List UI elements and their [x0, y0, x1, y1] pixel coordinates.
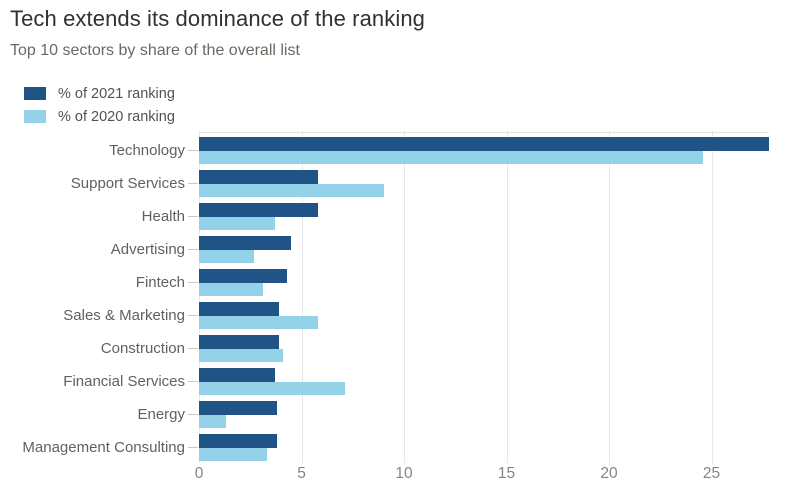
legend-item-2020: % of 2020 ranking: [24, 105, 175, 128]
gridline-x-25: [711, 131, 713, 463]
gridline-x-15: [506, 131, 508, 463]
x-tick-label: 20: [600, 465, 618, 482]
bar-2021: [199, 236, 292, 250]
category-tick: [188, 447, 198, 448]
bar-2021: [199, 137, 769, 151]
bar-2021: [199, 302, 279, 316]
chart-title: Tech extends its dominance of the rankin…: [10, 6, 426, 31]
x-tick-label: 0: [194, 465, 204, 482]
category-label: Advertising: [110, 241, 185, 258]
category-label: Construction: [100, 340, 185, 357]
bar-2020: [199, 316, 318, 329]
bar-2020: [199, 217, 275, 230]
bar-2020: [199, 349, 284, 362]
legend-label-2021: % of 2021 ranking: [58, 85, 175, 102]
category-tick: [188, 249, 198, 250]
gridline-x-5: [301, 131, 303, 463]
category-label: Support Services: [70, 175, 185, 192]
bar-2020: [199, 184, 384, 197]
category-label: Management Consulting: [22, 439, 185, 456]
bar-2020: [199, 415, 226, 428]
bar-2020: [199, 382, 345, 395]
category-label: Fintech: [135, 274, 185, 291]
legend-label-2020: % of 2020 ranking: [58, 108, 175, 125]
category-tick: [188, 183, 198, 184]
bar-2021: [199, 269, 288, 283]
category-label: Technology: [109, 142, 185, 159]
legend-swatch-2020-icon: [24, 110, 46, 123]
bar-2020: [199, 448, 267, 461]
chart-subtitle: Top 10 sectors by share of the overall l…: [10, 42, 300, 59]
bar-2020: [199, 151, 704, 164]
category-label: Energy: [137, 406, 185, 423]
bar-2021: [199, 170, 318, 184]
bar-2020: [199, 250, 255, 263]
plot-top-border: [199, 132, 769, 133]
category-tick: [188, 381, 198, 382]
category-label: Health: [141, 208, 185, 225]
gridline-x-20: [609, 131, 610, 463]
bar-2021: [199, 203, 318, 217]
x-tick-label: 25: [702, 465, 721, 482]
bar-2021: [199, 335, 279, 349]
legend-item-2021: % of 2021 ranking: [24, 82, 175, 105]
category-label: Financial Services: [63, 373, 185, 390]
category-tick: [188, 282, 198, 283]
bar-2020: [199, 283, 263, 296]
category-tick: [188, 348, 198, 349]
legend-swatch-2021-icon: [24, 87, 46, 100]
bar-2021: [199, 401, 277, 415]
bar-2021: [199, 368, 275, 382]
category-tick: [188, 150, 198, 151]
gridline-x-0: [199, 131, 200, 463]
bar-2021: [199, 434, 277, 448]
category-tick: [188, 315, 198, 316]
x-tick-label: 5: [297, 465, 306, 482]
gridline-x-10: [404, 131, 405, 463]
category-tick: [188, 414, 198, 415]
legend: % of 2021 ranking % of 2020 ranking: [24, 82, 175, 128]
x-tick-label: 10: [395, 465, 413, 482]
category-label: Sales & Marketing: [63, 307, 185, 324]
x-tick-label: 15: [497, 465, 516, 482]
category-tick: [188, 216, 198, 217]
